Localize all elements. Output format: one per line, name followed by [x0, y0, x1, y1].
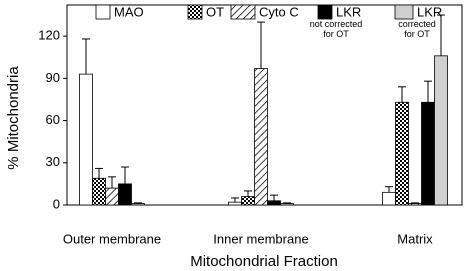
bar: [131, 203, 145, 206]
bar: [408, 203, 422, 206]
legend-label: LKR: [336, 4, 361, 19]
bar: [395, 101, 409, 206]
bar: [228, 201, 242, 206]
legend-label: MAO: [114, 4, 144, 19]
legend-label: LKR: [417, 4, 442, 19]
legend-swatch: [394, 4, 414, 20]
y-tick-label: 120: [38, 28, 60, 43]
bar: [382, 191, 396, 206]
bar: [254, 68, 268, 206]
legend-swatch: [317, 4, 333, 20]
y-tick-label: 0: [53, 196, 60, 211]
bar: [280, 203, 294, 206]
y-tick-label: 90: [46, 70, 60, 85]
y-tick-label: 60: [46, 112, 60, 127]
legend-label: Cyto C: [259, 4, 299, 19]
x-tick-label: Inner membrane: [213, 231, 308, 246]
x-tick-label: Outer membrane: [63, 231, 161, 246]
bar: [79, 73, 93, 206]
bar: [434, 55, 448, 206]
bar: [105, 187, 119, 206]
legend-swatch: [187, 4, 203, 20]
y-axis-title: % Mitochondria: [5, 66, 22, 170]
bar: [267, 200, 281, 206]
legend-label: OT: [206, 4, 224, 19]
bar: [421, 101, 435, 206]
bar: [241, 196, 255, 206]
legend-swatch: [230, 4, 256, 20]
legend-swatch: [95, 4, 111, 20]
x-axis-title: Mitochondrial Fraction: [190, 253, 338, 270]
bar: [118, 183, 132, 206]
y-tick-label: 30: [46, 154, 60, 169]
legend-note: corrected for OT: [398, 19, 436, 39]
x-tick-label: Matrix: [397, 231, 433, 246]
bar: [92, 177, 106, 206]
legend-note: not corrected for OT: [310, 19, 363, 39]
